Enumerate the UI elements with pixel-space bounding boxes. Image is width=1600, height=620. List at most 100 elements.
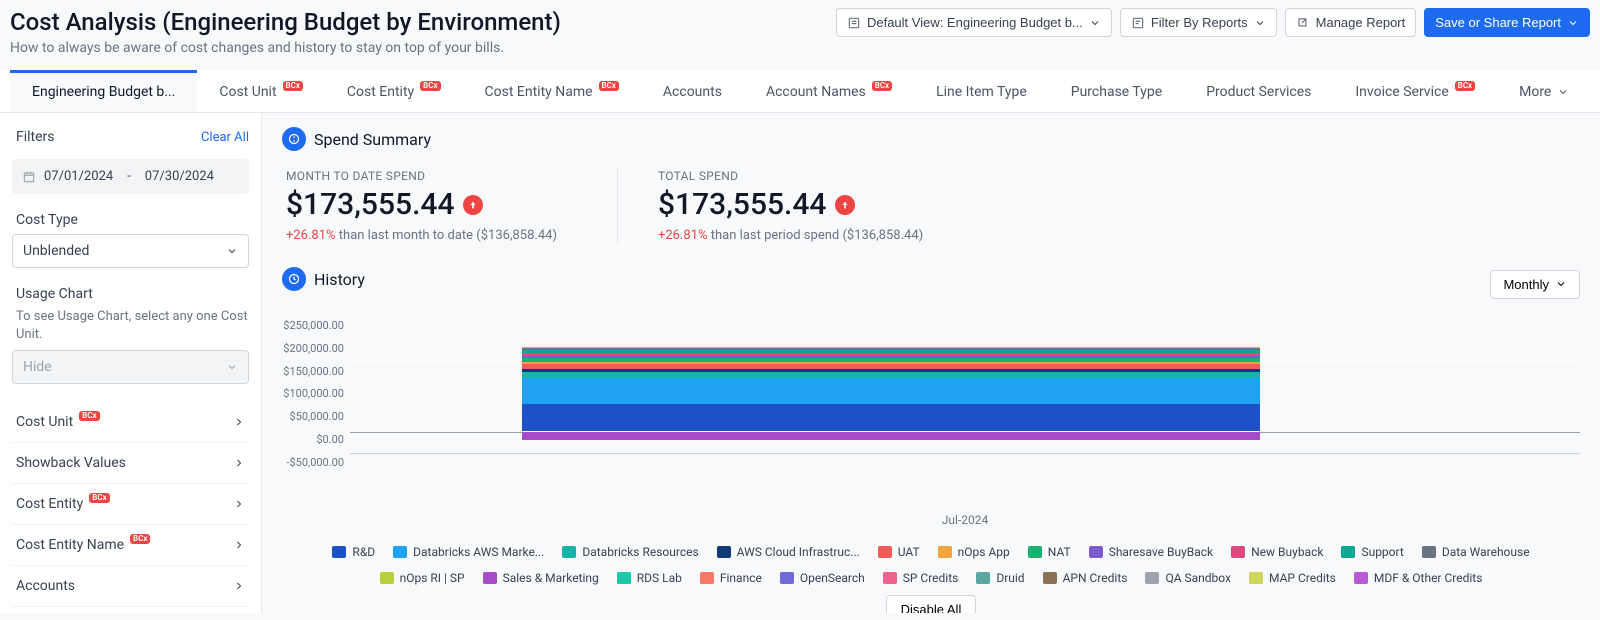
legend-item[interactable]: UAT [878,545,920,559]
legend-label: OpenSearch [800,571,865,585]
tab-line-item-type[interactable]: Line Item Type [914,70,1049,112]
legend-item[interactable]: MAP Credits [1249,571,1336,585]
spend-mtd-label: MONTH TO DATE SPEND [286,169,557,183]
filters-label: Filters [16,129,55,145]
spend-mtd-value: $173,555.44 [286,187,455,222]
legend-item[interactable]: Sharesave BuyBack [1089,545,1213,559]
tab-label: Purchase Type [1071,84,1162,100]
legend-label: UAT [898,545,920,559]
tab-account-names[interactable]: Account Names BCx [744,70,914,112]
filter-reports-label: Filter By Reports [1151,15,1248,30]
legend-item[interactable]: R&D [332,545,375,559]
filter-reports-dropdown[interactable]: Filter By Reports [1120,8,1277,37]
summary-icon [282,127,306,151]
tab-purchase-type[interactable]: Purchase Type [1049,70,1184,112]
filters-header: Filters Clear All [12,123,249,155]
legend-item[interactable]: nOps RI | SP [380,571,465,585]
legend-item[interactable]: OpenSearch [780,571,865,585]
save-share-button[interactable]: Save or Share Report [1424,8,1590,37]
save-share-label: Save or Share Report [1435,15,1561,30]
title-block: Cost Analysis (Engineering Budget by Env… [10,8,561,56]
tab-cost-entity[interactable]: Cost EntityBCx [325,70,463,112]
legend-item[interactable]: Druid [976,571,1024,585]
usage-chart-value: Hide [23,359,52,375]
legend-item[interactable]: MDF & Other Credits [1354,571,1483,585]
legend-item[interactable]: Databricks AWS Marke... [393,545,544,559]
tab-label: Product Services [1206,84,1311,100]
default-view-dropdown[interactable]: Default View: Engineering Budget b... [836,8,1112,37]
new-badge: BCx [89,493,109,503]
chevron-down-icon [1555,278,1567,290]
tab-bar: Engineering Budget b...Cost UnitBCxCost … [0,70,1600,113]
tab-cost-unit[interactable]: Cost UnitBCx [197,70,325,112]
legend-label: Sales & Marketing [503,571,599,585]
spend-total-delta: +26.81% than last period spend ($136,858… [658,228,923,243]
cost-type-select[interactable]: Unblended [12,234,249,268]
legend-swatch [1231,546,1245,558]
legend-item[interactable]: Databricks Resources [562,545,698,559]
granularity-select[interactable]: Monthly [1490,270,1580,299]
trend-up-icon [463,195,483,215]
bar-negative[interactable] [522,432,1260,440]
spend-total-card: TOTAL SPEND $173,555.44 +26.81% than las… [658,169,983,243]
cost-type-value: Unblended [23,243,89,259]
usage-chart-select[interactable]: Hide [12,350,249,384]
manage-report-button[interactable]: Manage Report [1285,8,1417,37]
disable-all-button[interactable]: Disable All [886,595,977,613]
bar-positive[interactable] [522,346,1260,431]
legend-label: NAT [1048,545,1071,559]
tab-accounts[interactable]: Accounts [641,70,744,112]
legend-item[interactable]: RDS Lab [617,571,682,585]
legend-item[interactable]: QA Sandbox [1145,571,1231,585]
date-start: 07/01/2024 [44,169,113,184]
legend-item[interactable]: Support [1341,545,1403,559]
external-icon [1296,16,1310,30]
legend-item[interactable]: SP Credits [883,571,959,585]
chevron-down-icon [226,245,238,257]
tab-product-services[interactable]: Product Services [1184,70,1333,112]
clear-all-link[interactable]: Clear All [201,130,249,145]
legend-label: AWS Cloud Infrastruc... [737,545,860,559]
legend-label: Data Warehouse [1442,545,1530,559]
sidebar-item-account-names[interactable]: Account NamesBCx [12,606,249,613]
legend-swatch [617,572,631,584]
legend-item[interactable]: Finance [700,571,762,585]
legend-label: MDF & Other Credits [1374,571,1483,585]
legend-item[interactable]: nOps App [938,545,1010,559]
sidebar-item-cost-entity-name[interactable]: Cost Entity NameBCx [12,524,249,565]
sidebar-item-cost-entity[interactable]: Cost EntityBCx [12,483,249,524]
tab-engineering-budget-b-[interactable]: Engineering Budget b... [10,70,197,112]
sidebar: Filters Clear All 07/01/2024 - 07/30/202… [0,113,262,613]
legend-item[interactable]: New Buyback [1231,545,1323,559]
new-badge: BCx [599,81,619,91]
sidebar-item-showback-values[interactable]: Showback Values [12,442,249,483]
sidebar-item-label: Showback Values [16,455,126,471]
legend-item[interactable]: NAT [1028,545,1071,559]
sidebar-item-label: Cost Unit [16,414,73,430]
legend-item[interactable]: APN Credits [1043,571,1128,585]
filter-icon [1131,16,1145,30]
default-view-label: Default View: Engineering Budget b... [867,15,1083,30]
usage-chart-label: Usage Chart [16,286,249,302]
calendar-icon [22,170,36,184]
legend-item[interactable]: Sales & Marketing [483,571,599,585]
sidebar-item-accounts[interactable]: Accounts [12,565,249,606]
chevron-down-icon [1254,17,1266,29]
new-badge: BCx [872,81,892,91]
date-range-picker[interactable]: 07/01/2024 - 07/30/2024 [12,159,249,194]
tab-label: Account Names [766,84,866,100]
bar-segment [522,404,1260,431]
legend-label: Sharesave BuyBack [1109,545,1213,559]
tab-invoice-service[interactable]: Invoice ServiceBCx [1333,70,1497,112]
gridline [350,324,1580,325]
tab-cost-entity-name[interactable]: Cost Entity NameBCx [463,70,641,112]
legend-label: RDS Lab [637,571,682,585]
legend-item[interactable]: Data Warehouse [1422,545,1530,559]
legend-item[interactable]: AWS Cloud Infrastruc... [717,545,860,559]
legend-label: Support [1361,545,1403,559]
legend-swatch [483,572,497,584]
tab-more[interactable]: More [1497,70,1591,112]
trend-up-icon [835,195,855,215]
sidebar-item-cost-unit[interactable]: Cost UnitBCx [12,402,249,442]
legend-label: APN Credits [1063,571,1128,585]
